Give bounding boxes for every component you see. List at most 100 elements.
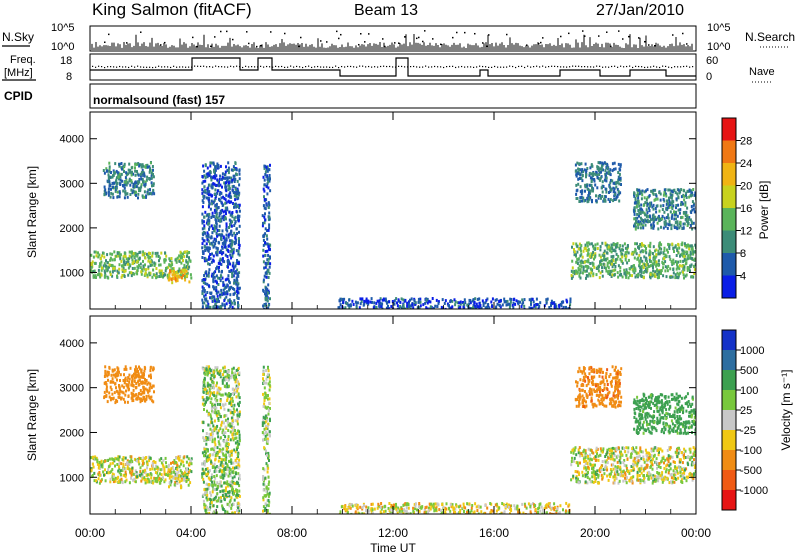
nave-dot (257, 66, 259, 68)
nave-dot (524, 66, 526, 69)
nave-dot (629, 65, 631, 67)
nave-dot (368, 65, 370, 68)
nave-dot (626, 65, 628, 68)
x-axis: 00:00 04:00 08:00 12:00 16:00 20:00 00:00 (75, 112, 711, 540)
nave-dot (140, 66, 142, 68)
nave-dot (578, 65, 580, 67)
nave-dot (194, 65, 196, 67)
nave-dot (449, 65, 451, 68)
velocity-echoes (90, 365, 696, 514)
nave-dot (224, 66, 226, 68)
nave-dot (164, 66, 166, 68)
nave-dot (647, 66, 649, 68)
ytick-label: 2000 (60, 223, 84, 235)
nave-dot (512, 65, 514, 68)
nave-dot (236, 65, 238, 67)
freq-lines (90, 57, 696, 77)
ytick-label: 1000 (60, 267, 84, 279)
nave-dot (320, 66, 322, 68)
nave-dot (212, 66, 214, 68)
nave-dot (284, 66, 286, 69)
nave-dot (617, 66, 619, 68)
echo-region-4-vel (261, 365, 272, 514)
echo-region-1-vel (103, 365, 155, 405)
nave-dot (548, 65, 550, 68)
xtick-label: 16:00 (479, 526, 509, 540)
nave-dot (659, 66, 661, 69)
nave-dot (179, 66, 181, 68)
nave-dot (242, 66, 244, 69)
nave-dot (581, 66, 583, 68)
ytick-label: 1000 (60, 472, 84, 484)
nave-dot (668, 66, 670, 68)
date-title: 27/Jan/2010 (596, 2, 684, 19)
colorbar-tick-label: 24 (740, 158, 752, 170)
nave-dot (353, 66, 355, 68)
nave-dot (158, 65, 160, 67)
nave-dot (365, 66, 367, 68)
power-panel: 1000 2000 3000 4000 Slant Range [km] 28 24 20… (25, 111, 771, 310)
velocity-ylabel: Slant Range [km] (25, 369, 39, 461)
nave-dot (590, 66, 592, 68)
nave-dot (485, 66, 487, 68)
nave-dot (200, 65, 202, 67)
nave-dot (113, 66, 115, 68)
nave-dot (167, 66, 169, 68)
nave-dot (209, 66, 211, 68)
nave-dot (599, 65, 601, 67)
nave-dot (230, 65, 232, 67)
nave-dot (278, 66, 280, 68)
echo-region-2-vel (168, 472, 190, 490)
nave-dot (398, 65, 400, 67)
colorbar-swatch (722, 230, 736, 253)
nave-dot (128, 66, 130, 69)
colorbar-tick-label: 1000 (740, 345, 764, 357)
nave-dot (305, 65, 307, 68)
nave-dot (473, 66, 475, 69)
colorbar-tick-label: 500 (740, 365, 758, 377)
nave-dot (563, 66, 565, 68)
nave-dot (107, 66, 109, 68)
nave-dot (92, 65, 94, 67)
nave-dot (176, 66, 178, 68)
power-echoes (90, 161, 696, 309)
nave-dot (386, 65, 388, 68)
colorbar-swatch (722, 390, 736, 410)
nsky-tick-top: 10^5 (51, 22, 75, 34)
nave-dot (689, 66, 691, 68)
nave-dot (584, 66, 586, 68)
nave-dot (605, 66, 607, 68)
nave-dot (410, 65, 412, 68)
nave-dot (134, 66, 136, 68)
nave-dot (551, 65, 553, 67)
nave-dot (632, 66, 634, 69)
nave-dot (269, 66, 271, 68)
freq-label: Freq. (10, 54, 36, 66)
nave-dot (644, 66, 646, 69)
nave-dot (170, 66, 172, 69)
nave-dot (173, 65, 175, 67)
velocity-panel: 1000 2000 3000 4000 Slant Range [km] 1000 50… (25, 315, 793, 515)
nave-dot (692, 66, 694, 68)
nave-dot (203, 65, 205, 67)
colorbar-swatch (722, 470, 736, 490)
nave-dot (227, 66, 229, 68)
nave-dot (536, 65, 538, 67)
nave-dot (296, 65, 298, 68)
colorbar-swatch (722, 163, 736, 186)
nave-dot (488, 66, 490, 68)
nave-dot (323, 66, 325, 68)
nave-dot (362, 65, 364, 67)
nave-dot (149, 66, 151, 68)
nave-dot (122, 66, 124, 68)
power-colorbar-label: Power [dB] (757, 181, 771, 240)
power-ylabel: Slant Range [km] (25, 166, 39, 258)
nave-dot (392, 66, 394, 68)
nave-dot (341, 65, 343, 68)
nave-dot (539, 66, 541, 68)
colorbar-tick-label: 8 (740, 248, 746, 260)
nave-dot (476, 66, 478, 68)
ytick-label: 3000 (60, 178, 84, 190)
nave-dot (401, 65, 403, 68)
nave-dot (317, 65, 319, 68)
